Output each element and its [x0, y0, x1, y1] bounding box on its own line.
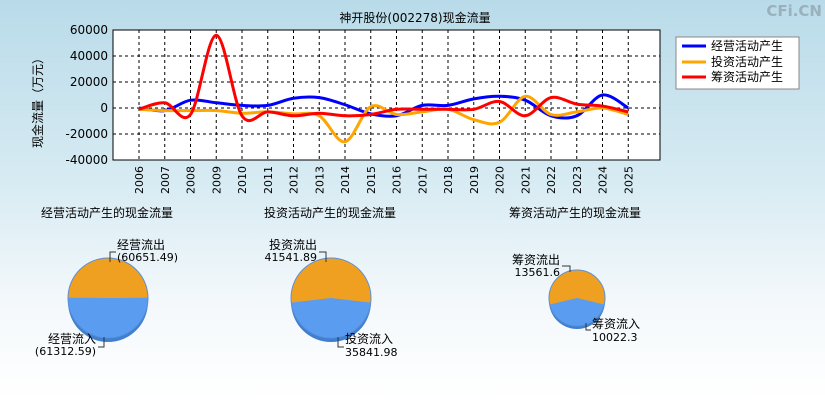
- pie-slice-value: 13561.6: [515, 266, 561, 279]
- pie-slice-value: 41541.89: [265, 251, 318, 264]
- x-tick-label: 2008: [185, 166, 198, 194]
- series-line-investing: [138, 94, 629, 144]
- legend-label-investing: 投资活动产生: [711, 54, 783, 69]
- pie-title-financing: 筹资活动产生的现金流量: [509, 205, 641, 220]
- series-lines: [138, 33, 630, 144]
- pie-slice-label: 经营流入: [48, 332, 96, 346]
- x-tick-label: 2009: [210, 166, 223, 194]
- pie-slice-label: 筹资流入: [592, 317, 640, 331]
- x-tick-label: 2021: [519, 166, 532, 194]
- plot-area: [112, 29, 661, 161]
- x-tick-label: 2010: [236, 166, 249, 194]
- x-tick-label: 2018: [442, 166, 455, 194]
- pie-slice-label: 投资流入: [345, 331, 393, 346]
- pie-slice-label: 经营流出: [117, 238, 165, 252]
- pie-slice-label: 筹资流出: [512, 253, 560, 267]
- grid-lines: [113, 30, 660, 160]
- pie-leader-line: [109, 251, 116, 262]
- x-tick-label: 2025: [622, 166, 635, 194]
- x-tick-labels: 2006 2007 2008 2009 2010 2011 2012 2013 2014 2015…: [133, 166, 635, 194]
- line-chart-title: 神开股份(002278)现金流量: [339, 10, 490, 25]
- pie-slice-value: (60651.49): [117, 251, 178, 264]
- x-tick-label: 2007: [159, 166, 172, 194]
- x-tick-label: 2012: [288, 166, 301, 194]
- pies: 经营流出(60651.49) 经营流入(61312.59) 投资流出41541.89…: [35, 237, 640, 359]
- pie-slice-value: 35841.98: [345, 346, 398, 359]
- series-line-financing: [138, 33, 629, 123]
- pie-leader-line: [562, 265, 571, 272]
- x-tick-label: 2019: [468, 166, 481, 194]
- y-axis-label: 现金流量（万元）: [30, 52, 45, 148]
- pie-operating: 经营流出(60651.49) 经营流入(61312.59): [35, 238, 178, 358]
- x-tick-label: 2006: [133, 166, 146, 194]
- x-tick-label: 2016: [391, 166, 404, 194]
- pie-slice-label: 投资流出: [269, 237, 317, 252]
- watermark: CFi.CN: [766, 2, 822, 20]
- x-tick-label: 2017: [416, 166, 429, 194]
- y-tick-label: 40000: [70, 49, 108, 63]
- pie-outline: [290, 257, 372, 339]
- y-tick-label: 60000: [70, 23, 108, 37]
- legend: 经营活动产生 投资活动产生 筹资活动产生: [675, 36, 800, 90]
- pie-outline: [548, 269, 606, 327]
- pie-slice-outflow: [68, 257, 148, 298]
- pie-slice-value: (61312.59): [35, 345, 96, 358]
- pie-slice-value: 10022.3: [592, 331, 638, 344]
- x-tick-label: 2023: [571, 166, 584, 194]
- pie-leader-line: [585, 323, 591, 331]
- x-tick-label: 2015: [365, 166, 378, 194]
- pie-title-operating: 经营活动产生的现金流量: [41, 205, 173, 220]
- legend-label-operating: 经营活动产生: [711, 39, 783, 53]
- x-tick-label: 2014: [339, 166, 352, 194]
- y-tick-label: -40000: [65, 153, 108, 167]
- pie-slice-outflow: [549, 269, 606, 305]
- pie-leader-line: [337, 337, 344, 348]
- y-tick-label: 20000: [70, 75, 108, 89]
- pie-leader-line: [98, 337, 105, 348]
- pie-title-investing: 投资活动产生的现金流量: [264, 205, 396, 220]
- y-tick-labels: -40000 -20000 0 20000 40000 60000: [65, 23, 108, 167]
- x-tick-label: 2022: [545, 166, 558, 194]
- x-tick-label: 2013: [313, 166, 326, 194]
- pie-slice-outflow: [291, 258, 371, 303]
- legend-label-financing: 筹资活动产生: [711, 70, 783, 84]
- y-tick-label: 0: [100, 101, 108, 115]
- y-tick-label: -20000: [65, 127, 108, 141]
- x-tick-label: 2024: [597, 166, 610, 194]
- pie-leader-line: [319, 251, 327, 262]
- x-tick-label: 2020: [494, 166, 507, 194]
- x-tick-label: 2011: [262, 166, 275, 194]
- pie-outline: [67, 257, 149, 339]
